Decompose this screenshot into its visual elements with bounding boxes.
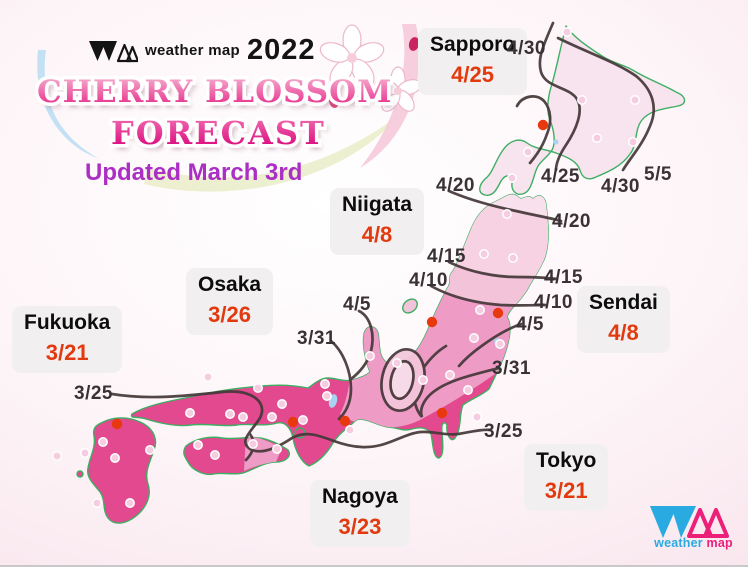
contour-date-label: 4/30 — [601, 176, 640, 197]
citybox-sendai: Sendai 4/8 — [577, 286, 670, 353]
city-name: Tokyo — [536, 449, 597, 472]
dot-nagoya — [339, 415, 351, 427]
page-title-line1: CHERRY BLOSSOM CHERRY BLOSSOM — [34, 71, 395, 114]
city-dots-major — [111, 119, 549, 430]
weathermap-logo-icon — [650, 506, 729, 538]
city-name: Sapporo — [430, 33, 516, 56]
updated-date-note: Updated March 3rd — [85, 159, 303, 186]
citybox-tokyo: Tokyo 3/21 — [524, 444, 609, 511]
title-text: FORECAST — [111, 114, 326, 152]
weathermap-logo-wordmark: weather map — [645, 536, 742, 550]
city-bloom-date: 3/21 — [45, 340, 89, 366]
city-name: Nagoya — [322, 485, 398, 508]
city-dots-minor — [52, 27, 640, 508]
header-brand: weather map 2022 — [88, 34, 316, 67]
contour-date-label: 4/5 — [516, 314, 544, 335]
contour-date-label: 3/25 — [74, 383, 113, 404]
citybox-fukuoka: Fukuoka 3/21 — [12, 306, 123, 373]
brand-year: 2022 — [247, 34, 316, 66]
citybox-sapporo: Sapporo 4/25 — [418, 28, 528, 95]
citybox-nagoya: Nagoya 3/23 — [310, 480, 410, 547]
title-decor-sweeps — [37, 24, 420, 192]
city-name: Sendai — [589, 291, 658, 314]
city-name: Fukuoka — [24, 311, 111, 334]
dot-tokyo — [436, 407, 448, 419]
contour-date-label: 4/30 — [507, 38, 546, 59]
contour-date-label: 3/31 — [492, 358, 531, 379]
title-outline: FORECAST — [108, 111, 328, 156]
city-bloom-date: 3/26 — [208, 302, 251, 328]
dot-sapporo — [537, 119, 549, 131]
brand-name: weather map — [145, 42, 240, 59]
dot-fukuoka — [111, 418, 123, 430]
contour-date-label: 4/5 — [343, 294, 371, 315]
title-text: CHERRY BLOSSOM — [37, 74, 393, 110]
small-island-kyushu — [76, 470, 84, 478]
dot-osaka — [287, 416, 299, 428]
contour-date-label: 4/15 — [427, 246, 466, 267]
contour-date-label: 4/15 — [544, 267, 583, 288]
contour-date-label: 3/25 — [484, 421, 523, 442]
weathermap-logo-icon-small — [89, 40, 138, 62]
contour-date-label: 3/31 — [297, 328, 336, 349]
contour-date-label: 4/20 — [552, 211, 591, 232]
contour-date-label: 4/10 — [534, 292, 573, 313]
citybox-niigata: Niigata 4/8 — [330, 188, 425, 255]
city-bloom-date: 4/8 — [361, 222, 393, 248]
dot-niigata — [426, 316, 438, 328]
city-name: Osaka — [198, 273, 262, 296]
city-name: Niigata — [342, 193, 413, 216]
contour-date-label: 5/5 — [644, 164, 672, 185]
city-bloom-date: 3/21 — [544, 478, 588, 504]
sado-island — [402, 298, 418, 314]
page-title-line2: FORECAST FORECAST — [108, 111, 328, 156]
city-bloom-date: 4/8 — [608, 320, 639, 346]
city-bloom-date: 3/23 — [338, 514, 382, 540]
contour-date-label: 4/10 — [409, 270, 448, 291]
citybox-osaka: Osaka 3/26 — [186, 268, 274, 335]
title-outline: CHERRY BLOSSOM — [34, 71, 395, 114]
bloom-contour-lines — [110, 21, 655, 462]
contour-date-label: 4/25 — [541, 166, 580, 187]
city-bloom-date: 4/25 — [451, 62, 494, 88]
dot-sendai — [492, 307, 504, 319]
cherry-blossom-illustration — [315, 24, 422, 112]
contour-date-label: 4/20 — [436, 175, 475, 196]
logo-word-weather: weather — [654, 536, 703, 550]
logo-word-map: map — [706, 536, 733, 550]
